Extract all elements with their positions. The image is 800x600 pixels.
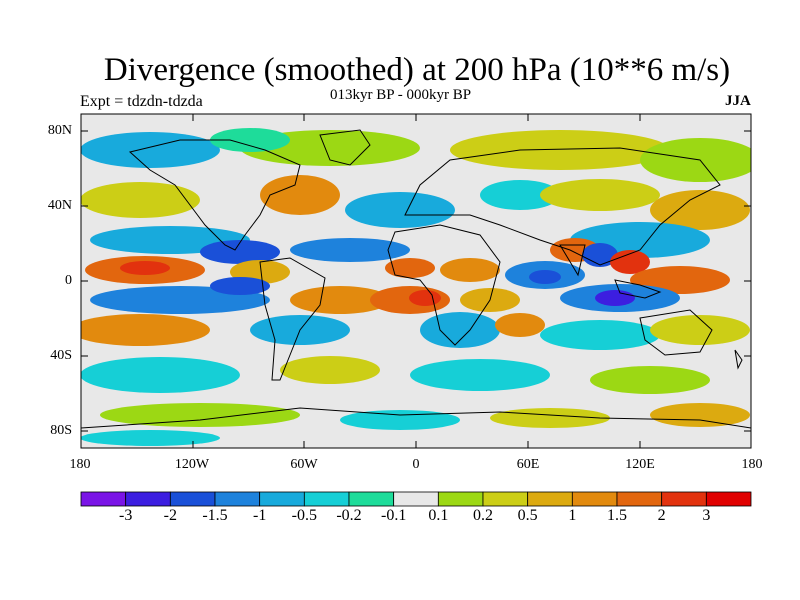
colorbar-swatch [169,491,216,507]
chart-title: Divergence (smoothed) at 200 hPa (10**6 … [103,52,731,88]
colorbar-label: 1 [568,507,577,524]
coastlines [81,129,751,429]
colorbar-swatch [348,491,395,507]
lat-label-40s: 40S [50,348,72,363]
colorbar-label: 0.5 [517,507,538,524]
colorbar-label: -0.1 [380,507,407,524]
lon-label-180w: 180 [69,457,91,472]
colorbar-label: 1.5 [607,507,627,524]
colorbar-swatch [259,491,305,507]
colorbar-label: 3 [702,507,711,524]
lat-label-0: 0 [65,273,72,288]
colorbar-label: -0.5 [291,507,317,524]
colorbar-swatch [705,491,752,507]
colorbar-swatch [214,491,261,507]
lon-label-0: 0 [412,457,420,472]
chart-subtitle: 013kyr BP - 000kyr BP [330,87,472,103]
colorbar-label: -0.2 [336,507,362,524]
lon-label-60w: 60W [290,457,318,472]
lat-label-80s: 80S [50,423,72,438]
colorbar-swatch [527,491,573,507]
colorbar-swatch [303,491,350,507]
season-label: JJA [725,93,751,109]
lon-label-60e: 60E [516,457,540,472]
lat-label-80n: 80N [47,123,72,138]
colorbar-swatch [571,491,618,507]
colorbar-label: 0.2 [473,507,493,524]
experiment-label: Expt = tdzdn-tdzda [80,93,203,110]
colorbar-swatch [125,491,171,507]
lat-label-40n: 40N [47,198,72,213]
colorbar-label: -1 [252,507,267,524]
colorbar-swatch [482,491,529,507]
colorbar-swatch [661,491,707,507]
colorbar-label: -2 [163,507,177,524]
colorbar-swatch [616,491,663,507]
colorbar-swatch [80,491,127,507]
colorbar-label: -3 [118,507,133,524]
lon-label-120w: 120W [174,457,210,472]
lon-label-120e: 120E [625,457,655,472]
colorbar-swatch [437,491,484,507]
lon-label-180e: 180 [741,457,763,472]
map-panel [81,114,751,448]
colorbar-swatch [393,491,439,507]
colorbar-label: -1.5 [202,507,228,524]
colorbar-label: 0.1 [428,507,449,524]
colorbar-label: 2 [657,507,666,524]
divergence-field [81,128,751,446]
colorbar [80,491,752,507]
axis-ticks [81,114,751,448]
